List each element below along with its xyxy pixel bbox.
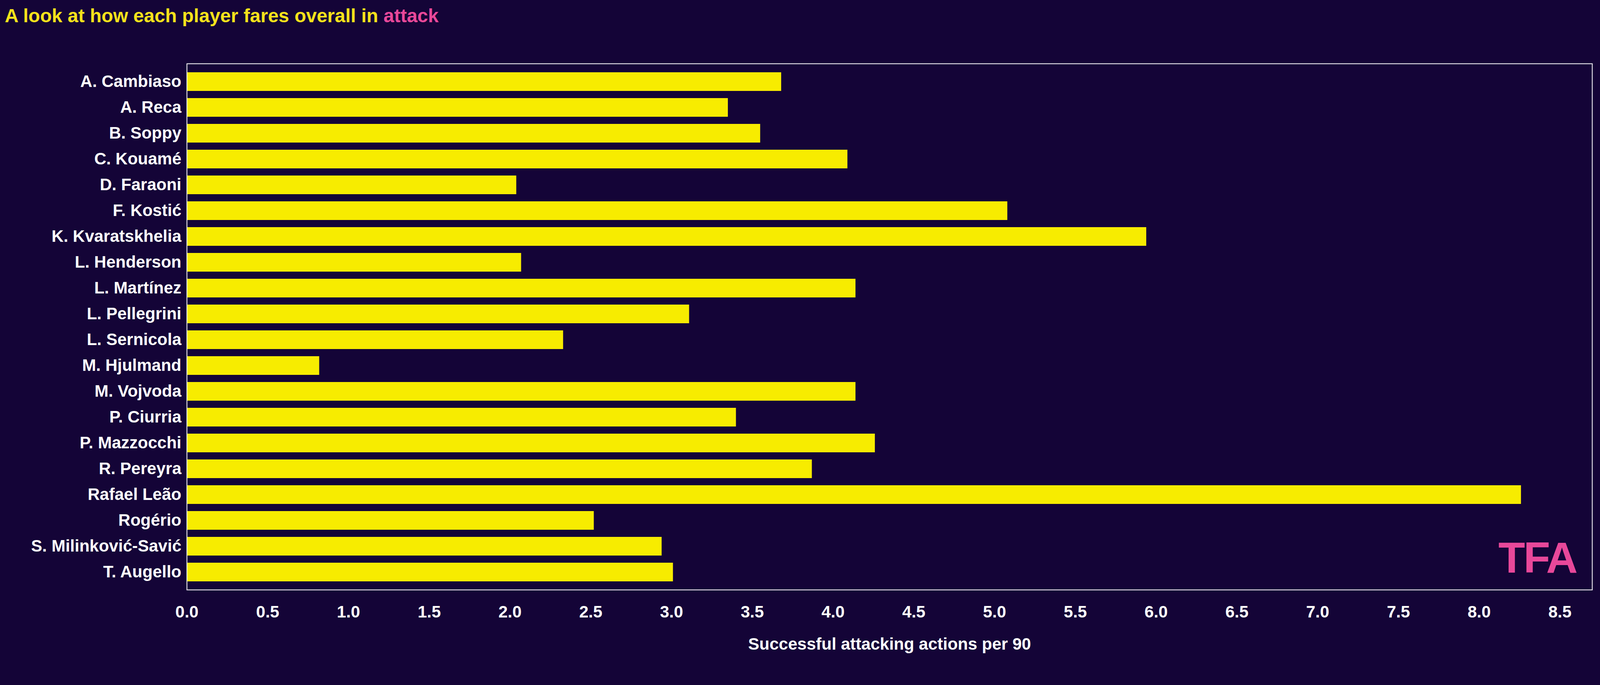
svg-text:7.0: 7.0 [1305,602,1330,622]
svg-text:0.5: 0.5 [256,602,280,622]
svg-text:4.5: 4.5 [902,602,926,622]
svg-text:0.0: 0.0 [175,602,199,622]
svg-text:3.0: 3.0 [659,602,683,622]
html-text:TFA: TFA [1498,533,1577,583]
svg-text:Rogério: Rogério [118,510,182,530]
svg-text:5.0: 5.0 [982,602,1007,622]
svg-text:6.0: 6.0 [1144,602,1168,622]
svg-text:L. Martínez: L. Martínez [94,278,182,298]
svg-text:L. Henderson: L. Henderson [74,252,182,272]
svg-text:L. Sernicola: L. Sernicola [86,330,182,349]
svg-text:P. Ciurria: P. Ciurria [109,407,182,427]
svg-text:6.5: 6.5 [1225,602,1249,622]
svg-text:M. Hjulmand: M. Hjulmand [82,355,182,375]
svg-text:Successful attacking actions p: Successful attacking actions per 90 [748,634,1032,654]
svg-text:A. Cambiaso: A. Cambiaso [80,71,182,91]
svg-text:5.5: 5.5 [1063,602,1087,622]
svg-text:F. Kostić: F. Kostić [112,201,182,220]
svg-text:S. Milinković-Savić: S. Milinković-Savić [30,536,182,556]
svg-text:B. Soppy: B. Soppy [108,123,182,143]
svg-text:2.5: 2.5 [579,602,603,622]
svg-text:P. Mazzocchi: P. Mazzocchi [79,433,182,453]
svg-text:2.0: 2.0 [498,602,522,622]
svg-text:R. Pereyra: R. Pereyra [98,459,182,478]
svg-text:K. Kvaratskhelia: K. Kvaratskhelia [51,226,182,246]
svg-text:C. Kouamé: C. Kouamé [94,149,182,169]
svg-text:3.5: 3.5 [740,602,764,622]
html-text:A look at how each player fare: A look at how each player fares overall … [4,5,439,27]
svg-text:Rafael Leão: Rafael Leão [87,485,182,504]
svg-text:M. Vojvoda: M. Vojvoda [94,381,182,401]
svg-text:8.0: 8.0 [1467,602,1491,622]
svg-text:8.5: 8.5 [1548,602,1572,622]
svg-text:1.5: 1.5 [417,602,441,622]
svg-text:7.5: 7.5 [1386,602,1410,622]
svg-text:1.0: 1.0 [336,602,360,622]
svg-text:T. Augello: T. Augello [103,562,182,582]
svg-text:D. Faraoni: D. Faraoni [99,175,182,194]
svg-text:4.0: 4.0 [821,602,845,622]
svg-text:L. Pellegrini: L. Pellegrini [86,304,182,324]
svg-text:A. Reca: A. Reca [119,97,182,117]
